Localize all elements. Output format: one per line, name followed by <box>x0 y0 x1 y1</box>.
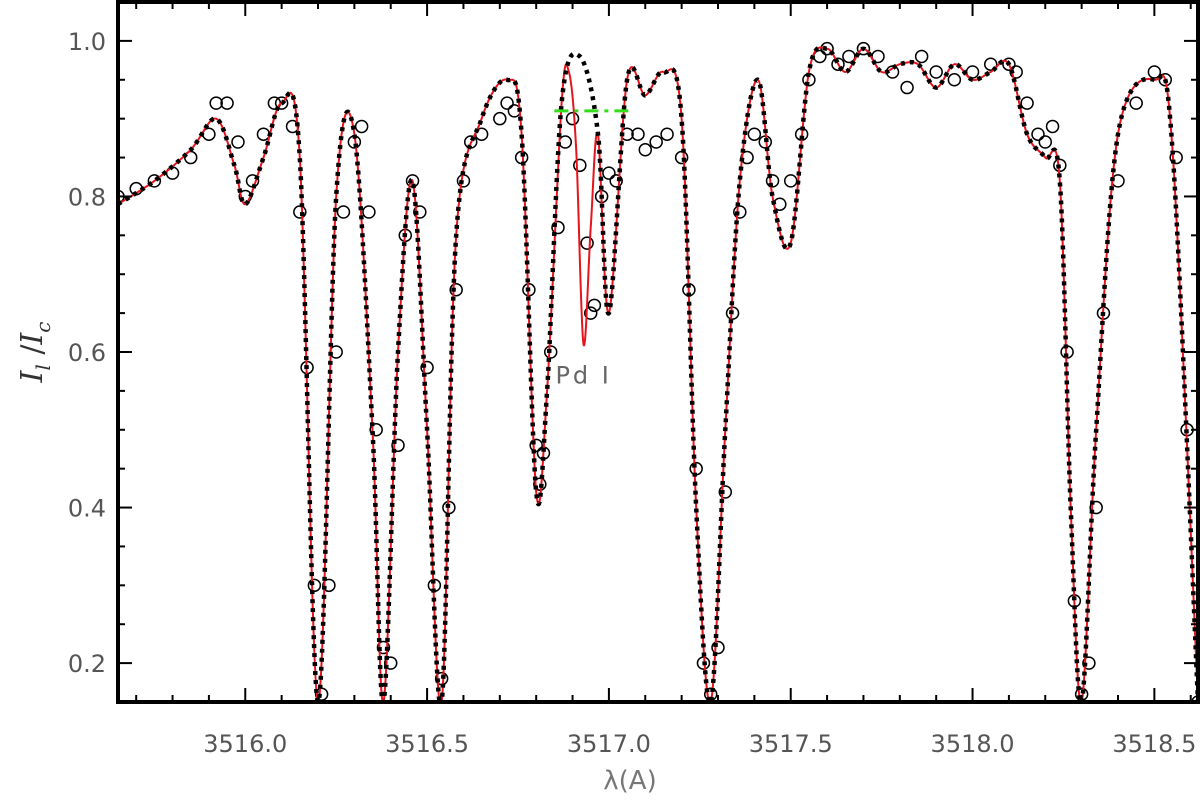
observed-data-point <box>783 174 798 188</box>
observed-data-point <box>529 438 543 453</box>
observed-data-point <box>587 298 602 313</box>
observed-data-point <box>660 127 674 141</box>
observed-data-point <box>711 640 725 655</box>
observed-data-point <box>147 174 162 188</box>
observed-data-point <box>209 96 223 110</box>
observed-data-point <box>947 73 962 87</box>
observed-data-point <box>1031 127 1045 141</box>
observed-data-point <box>500 96 514 110</box>
x-tick-label: 3517.0 <box>567 730 651 758</box>
observed-data-point <box>580 236 594 250</box>
observed-data-point <box>493 111 507 126</box>
x-axis-ticks: 3516.0 3516.5 3517.0 3517.5 3518.0 3518.5 <box>135 2 1196 758</box>
observed-data-point <box>565 111 580 126</box>
observed-data-point <box>609 174 623 188</box>
observed-data-point <box>831 57 845 71</box>
observed-data-point <box>733 205 747 219</box>
x-tick-label: 3518.0 <box>931 730 1015 758</box>
observed-data-point <box>362 205 376 219</box>
observed-data-point <box>983 57 998 71</box>
model-spectrum-line <box>118 46 1198 702</box>
observed-data-point <box>649 135 663 149</box>
observed-data-point <box>413 205 427 219</box>
observed-data-point <box>420 360 434 375</box>
y-tick-label: 1.0 <box>68 28 106 56</box>
x-tick-label: 3516.5 <box>385 730 469 758</box>
y-tick-label: 0.8 <box>68 183 106 211</box>
y-tick-label: 0.2 <box>68 650 106 678</box>
observed-data-point <box>1089 500 1103 515</box>
pd-i-annotation: Pd I <box>555 361 611 389</box>
observed-data-point <box>551 220 565 235</box>
observed-data-point <box>602 166 616 180</box>
observed-data-point <box>1158 73 1173 87</box>
observed-data-point <box>842 49 856 64</box>
observed-data-point <box>1020 96 1034 110</box>
observed-data-point <box>336 205 351 219</box>
x-tick-label: 3518.5 <box>1112 730 1196 758</box>
observed-data-point <box>1169 150 1183 165</box>
observed-data-point <box>1147 65 1162 79</box>
observed-data-point <box>391 438 405 453</box>
observed-data-point <box>747 127 762 141</box>
observed-data-point <box>900 80 914 95</box>
model-without-pd-dotted-line <box>118 45 1198 702</box>
observed-data-point <box>231 135 245 149</box>
observed-data-point <box>718 485 733 499</box>
y-tick-label: 0.6 <box>68 339 106 367</box>
observed-spectrum-markers <box>118 41 1198 702</box>
observed-data-point <box>856 41 871 56</box>
observed-data-point <box>449 283 463 297</box>
observed-data-point <box>383 656 398 670</box>
observed-data-point <box>1129 96 1143 110</box>
x-tick-label: 3516.0 <box>203 730 287 758</box>
observed-data-point <box>558 135 573 149</box>
observed-data-point <box>573 158 587 173</box>
y-tick-label: 0.4 <box>68 495 106 523</box>
y-axis-label: Il /Ic <box>15 322 55 384</box>
observed-data-point <box>914 49 929 64</box>
observed-data-point <box>1002 57 1016 71</box>
x-tick-label: 3517.5 <box>749 730 833 758</box>
observed-data-point <box>354 119 369 134</box>
observed-data-point <box>631 127 645 141</box>
observed-data-point <box>274 96 289 110</box>
observed-data-point <box>929 65 943 79</box>
observed-data-point <box>1045 119 1060 134</box>
observed-data-point <box>1038 135 1053 149</box>
y-axis-ticks: 0.2 0.4 0.6 0.8 1.0 <box>68 0 1198 703</box>
plot-frame <box>116 0 1200 704</box>
x-axis-label: λ(A) <box>603 766 656 796</box>
observed-data-point <box>322 578 336 593</box>
observed-data-point <box>369 423 383 437</box>
observed-data-point <box>583 306 598 320</box>
observed-data-point <box>533 477 547 491</box>
observed-data-point <box>220 96 234 110</box>
observed-data-point <box>638 143 653 157</box>
